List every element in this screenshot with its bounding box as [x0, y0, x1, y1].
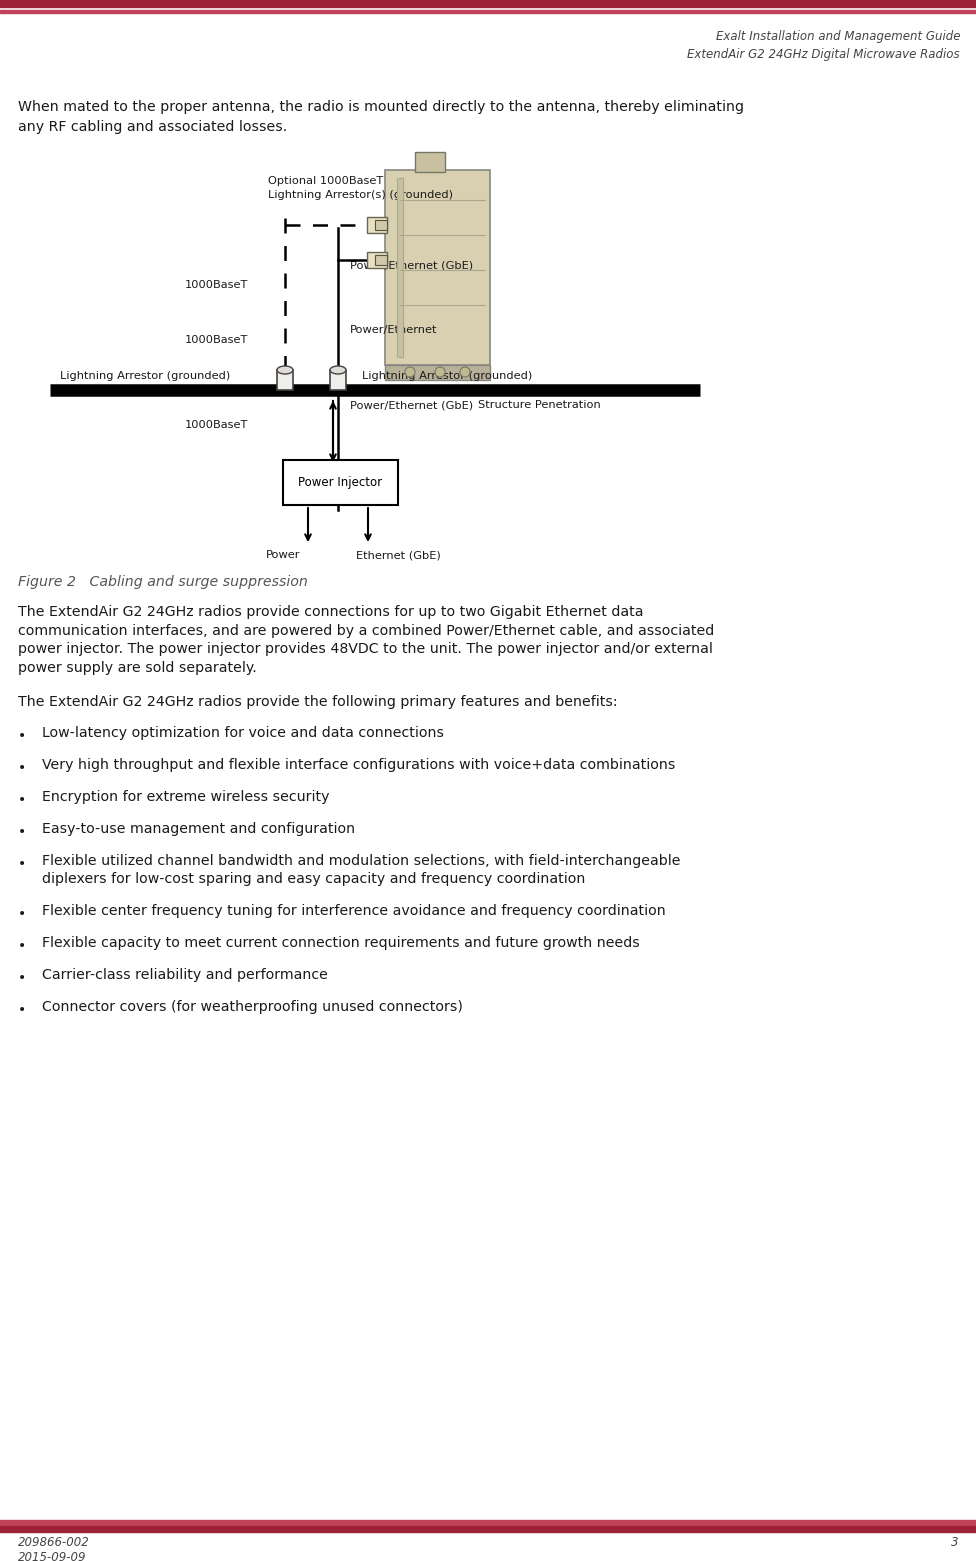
Text: Figure 2   Cabling and surge suppression: Figure 2 Cabling and surge suppression	[18, 574, 307, 588]
Text: Lightning Arrestor (grounded): Lightning Arrestor (grounded)	[362, 372, 532, 381]
Text: •: •	[18, 760, 26, 774]
Text: Optional 1000BaseT: Optional 1000BaseT	[268, 176, 384, 186]
Text: Easy-to-use management and configuration: Easy-to-use management and configuration	[42, 821, 355, 835]
Text: power supply are sold separately.: power supply are sold separately.	[18, 660, 257, 674]
Text: Encryption for extreme wireless security: Encryption for extreme wireless security	[42, 790, 330, 804]
Text: Low-latency optimization for voice and data connections: Low-latency optimization for voice and d…	[42, 726, 444, 740]
Text: •: •	[18, 907, 26, 921]
Text: Flexible capacity to meet current connection requirements and future growth need: Flexible capacity to meet current connec…	[42, 937, 639, 951]
Text: Power Injector: Power Injector	[299, 476, 383, 489]
Text: 1000BaseT: 1000BaseT	[185, 279, 248, 290]
Text: power injector. The power injector provides 48VDC to the unit. The power injecto: power injector. The power injector provi…	[18, 642, 712, 656]
Text: •: •	[18, 1004, 26, 1018]
Bar	[330, 370, 346, 390]
Text: •: •	[18, 729, 26, 743]
Text: The ExtendAir G2 24GHz radios provide the following primary features and benefit: The ExtendAir G2 24GHz radios provide th…	[18, 695, 618, 709]
Text: ExtendAir G2 24GHz Digital Microwave Radios: ExtendAir G2 24GHz Digital Microwave Rad…	[687, 48, 960, 61]
Text: Very high throughput and flexible interface configurations with voice+data combi: Very high throughput and flexible interf…	[42, 757, 675, 771]
Text: 2015-09-09: 2015-09-09	[18, 1552, 87, 1561]
Text: •: •	[18, 857, 26, 871]
Text: •: •	[18, 940, 26, 954]
Bar	[367, 217, 387, 233]
Text: Power/Ethernet (GbE): Power/Ethernet (GbE)	[350, 261, 473, 270]
Text: Ethernet (GbE): Ethernet (GbE)	[355, 549, 440, 560]
Text: Power/Ethernet: Power/Ethernet	[350, 325, 437, 336]
Circle shape	[460, 367, 470, 378]
Text: Connector covers (for weatherproofing unused connectors): Connector covers (for weatherproofing un…	[42, 1001, 463, 1015]
Text: diplexers for low-cost sparing and easy capacity and frequency coordination: diplexers for low-cost sparing and easy …	[42, 873, 586, 887]
Bar	[375, 220, 387, 229]
Text: Power/Ethernet (GbE): Power/Ethernet (GbE)	[350, 400, 473, 411]
Ellipse shape	[277, 365, 293, 375]
Text: communication interfaces, and are powered by a combined Power/Ethernet cable, an: communication interfaces, and are powere…	[18, 623, 714, 637]
Text: Flexible center frequency tuning for interference avoidance and frequency coordi: Flexible center frequency tuning for int…	[42, 904, 666, 918]
Text: 209866-002: 209866-002	[18, 1536, 90, 1549]
Text: •: •	[18, 793, 26, 807]
Text: Carrier-class reliability and performance: Carrier-class reliability and performanc…	[42, 968, 328, 982]
Circle shape	[435, 367, 445, 378]
Circle shape	[405, 367, 415, 378]
Bar	[367, 251, 387, 268]
Ellipse shape	[330, 365, 346, 375]
Text: Lightning Arrestor(s) (grounded): Lightning Arrestor(s) (grounded)	[268, 190, 453, 200]
Text: 3: 3	[951, 1536, 958, 1549]
Text: 1000BaseT: 1000BaseT	[185, 420, 248, 429]
Text: •: •	[18, 824, 26, 838]
Text: •: •	[18, 971, 26, 985]
Bar	[375, 254, 387, 265]
Bar	[385, 365, 490, 379]
Bar	[415, 151, 445, 172]
Text: Structure Penetration: Structure Penetration	[478, 400, 601, 411]
Text: The ExtendAir G2 24GHz radios provide connections for up to two Gigabit Ethernet: The ExtendAir G2 24GHz radios provide co…	[18, 606, 643, 620]
Text: Lightning Arrestor (grounded): Lightning Arrestor (grounded)	[60, 372, 230, 381]
Text: Flexible utilized channel bandwidth and modulation selections, with field-interc: Flexible utilized channel bandwidth and …	[42, 854, 680, 868]
Text: Power: Power	[265, 549, 301, 560]
Text: Exalt Installation and Management Guide: Exalt Installation and Management Guide	[715, 30, 960, 44]
Text: 1000BaseT: 1000BaseT	[185, 336, 248, 345]
Text: When mated to the proper antenna, the radio is mounted directly to the antenna, : When mated to the proper antenna, the ra…	[18, 100, 744, 134]
Bar	[283, 460, 398, 506]
Bar	[385, 170, 490, 365]
Bar	[277, 370, 293, 390]
Bar	[397, 178, 403, 357]
